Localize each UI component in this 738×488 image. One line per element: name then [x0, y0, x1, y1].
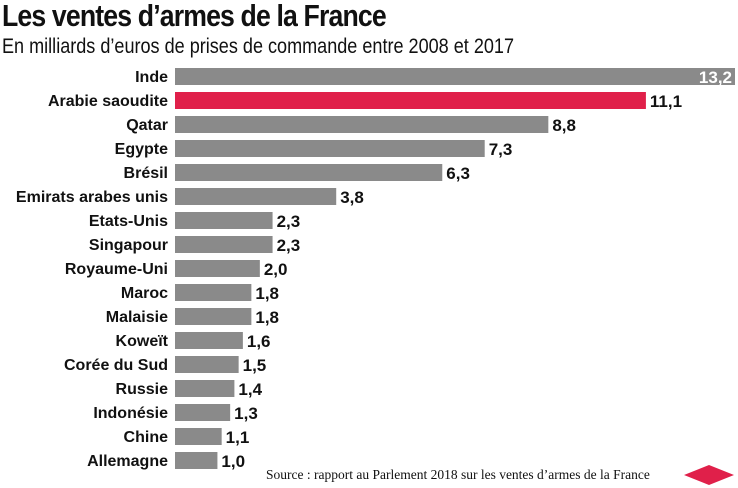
- category-label-coree-du-sud: Corée du Sud: [64, 357, 168, 374]
- value-label-chine: 1,1: [226, 428, 250, 447]
- category-label-singapour: Singapour: [89, 237, 168, 254]
- value-label-egypte: 7,3: [489, 140, 513, 159]
- bar-allemagne: [175, 452, 218, 469]
- bar-bresil: [175, 164, 443, 181]
- category-label-maroc: Maroc: [121, 285, 168, 302]
- bar-chine: [175, 428, 222, 445]
- category-label-indonesie: Indonésie: [93, 405, 168, 422]
- bar-indonesie: [175, 404, 231, 421]
- chart-title: Les ventes d’armes de la France: [2, 0, 387, 33]
- category-label-inde: Inde: [135, 69, 168, 86]
- bar-qatar: [175, 116, 549, 133]
- value-label-arabie-saoudite: 11,1: [650, 92, 682, 111]
- chart-subtitle: En milliards d’euros de prises de comman…: [2, 35, 514, 58]
- value-label-royaume-uni: 2,0: [264, 260, 288, 279]
- category-label-etats-unis: Etats-Unis: [89, 213, 168, 230]
- value-label-koweit: 1,6: [247, 332, 271, 351]
- bar-inde: [175, 68, 735, 85]
- diamond-logo-icon: [684, 465, 734, 485]
- value-label-inde: 13,2: [699, 68, 732, 87]
- value-label-allemagne: 1,0: [221, 452, 245, 471]
- category-label-russie: Russie: [116, 381, 169, 398]
- bar-royaume-uni: [175, 260, 260, 277]
- category-label-royaume-uni: Royaume-Uni: [65, 261, 168, 278]
- value-label-coree-du-sud: 1,5: [243, 356, 267, 375]
- value-label-maroc: 1,8: [255, 284, 279, 303]
- value-label-etats-unis: 2,3: [277, 212, 301, 231]
- bar-maroc: [175, 284, 252, 301]
- bar-emirats-arabes-unis: [175, 188, 337, 205]
- value-label-malaisie: 1,8: [255, 308, 279, 327]
- bar-etats-unis: [175, 212, 273, 229]
- value-label-bresil: 6,3: [446, 164, 470, 183]
- bar-koweit: [175, 332, 243, 349]
- source-note: Source : rapport au Parlement 2018 sur l…: [266, 467, 650, 482]
- category-label-chine: Chine: [124, 429, 169, 446]
- value-label-emirats-arabes-unis: 3,8: [340, 188, 364, 207]
- bar-russie: [175, 380, 235, 397]
- bar-coree-du-sud: [175, 356, 239, 373]
- bar-arabie-saoudite: [175, 92, 646, 109]
- category-label-bresil: Brésil: [124, 165, 168, 182]
- value-label-singapour: 2,3: [277, 236, 301, 255]
- category-label-arabie-saoudite: Arabie saoudite: [48, 93, 168, 110]
- category-label-allemagne: Allemagne: [87, 453, 168, 470]
- category-label-emirats-arabes-unis: Emirats arabes unis: [16, 189, 168, 206]
- bar-egypte: [175, 140, 485, 157]
- bar-malaisie: [175, 308, 252, 325]
- category-label-qatar: Qatar: [126, 117, 168, 134]
- bar-singapour: [175, 236, 273, 253]
- value-label-qatar: 8,8: [552, 116, 576, 135]
- value-label-indonesie: 1,3: [234, 404, 258, 423]
- category-label-malaisie: Malaisie: [106, 309, 168, 326]
- category-label-koweit: Koweït: [116, 333, 169, 350]
- category-label-egypte: Egypte: [115, 141, 168, 158]
- value-label-russie: 1,4: [238, 380, 262, 399]
